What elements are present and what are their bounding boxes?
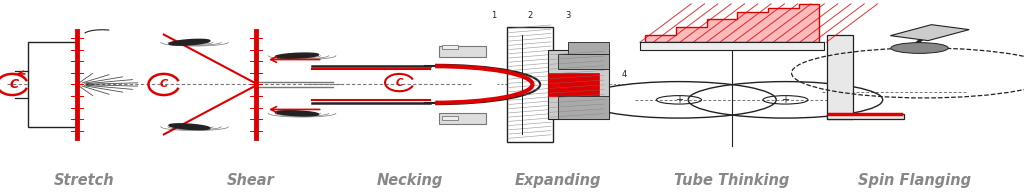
Polygon shape [890,25,970,41]
Bar [548,73,599,96]
Text: +: + [675,95,683,105]
Bar [568,42,609,54]
Bar [442,116,458,120]
Bar [558,54,609,69]
Circle shape [891,43,948,53]
Text: Stretch: Stretch [53,173,115,188]
Text: Expanding: Expanding [515,173,601,188]
Text: 1: 1 [490,11,497,20]
Text: 2: 2 [527,11,534,20]
Polygon shape [169,39,210,45]
Bar [558,96,609,119]
Polygon shape [169,124,210,130]
Text: +: + [781,95,790,105]
Bar [442,45,458,49]
Text: C: C [395,78,403,88]
Text: Necking: Necking [377,173,442,188]
Text: Shear: Shear [227,173,274,188]
Text: C: C [10,78,18,91]
Text: 4: 4 [622,70,628,79]
Polygon shape [275,53,318,58]
Text: Tube Thinking: Tube Thinking [675,173,790,188]
Bar [827,114,904,119]
FancyBboxPatch shape [439,113,486,124]
Polygon shape [645,4,819,42]
FancyBboxPatch shape [439,46,486,57]
Bar [827,35,853,119]
Text: 3: 3 [565,11,571,20]
Bar [507,27,553,142]
Bar [640,42,824,50]
Polygon shape [275,111,318,116]
Text: Spin Flanging: Spin Flanging [858,173,971,188]
Bar [548,50,609,119]
Bar [28,42,77,127]
Text: C: C [160,79,168,89]
